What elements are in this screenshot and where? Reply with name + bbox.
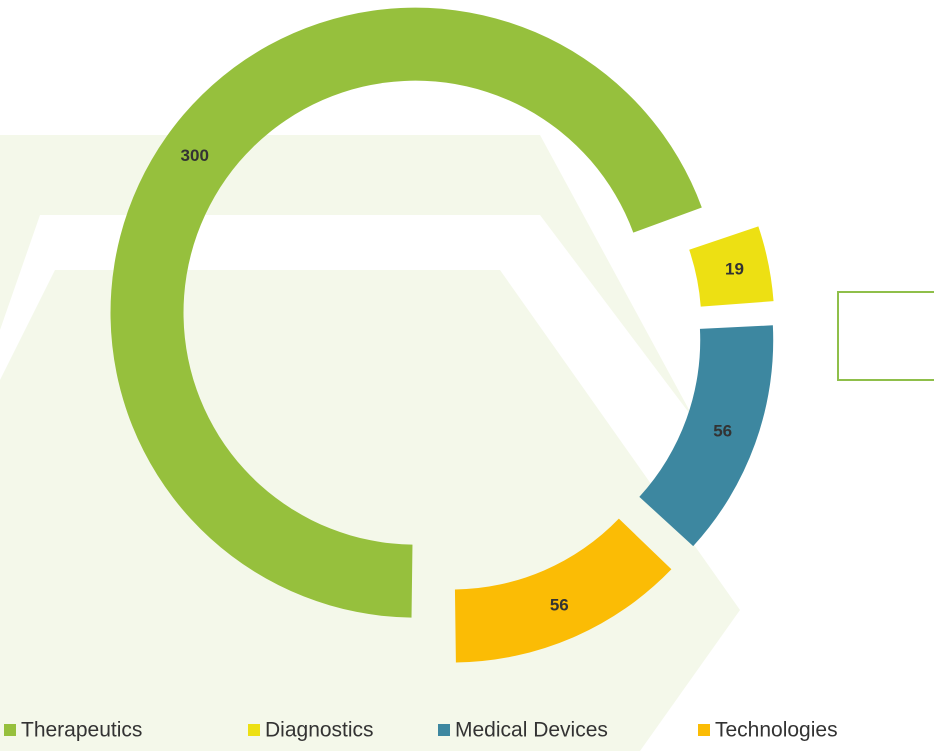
slice [454,518,672,663]
legend-swatch [438,724,450,736]
slice [639,325,774,547]
slice [689,226,774,307]
legend: Therapeutics Diagnostics Medical Devices Te… [4,719,838,742]
data-label: 56 [550,595,569,614]
legend-swatch [698,724,710,736]
outline-box [837,291,934,381]
legend-label: Medical Devices [455,719,608,742]
legend-label: Diagnostics [265,719,374,742]
data-label: 300 [181,146,209,165]
legend-swatch [4,724,16,736]
legend-label: Therapeutics [21,719,142,742]
legend-label: Technologies [715,719,838,742]
legend-swatch [248,724,260,736]
data-label: 56 [713,421,732,440]
slices [110,7,774,663]
data-labels: 300 19 56 56 [181,146,744,614]
data-label: 19 [725,260,744,279]
